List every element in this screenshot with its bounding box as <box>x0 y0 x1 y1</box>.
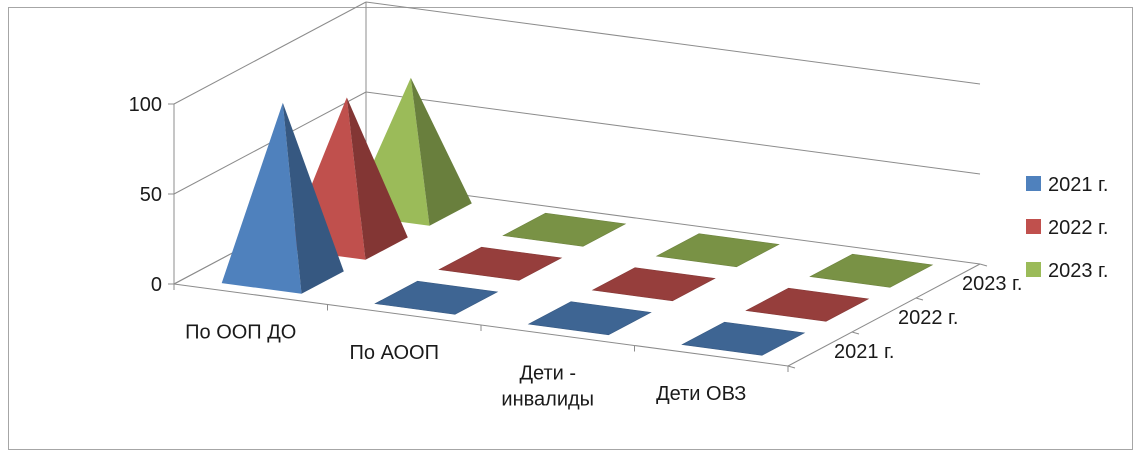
depth-axis-labels: 2021 г.2022 г.2023 г. <box>834 273 1022 363</box>
depth-tick-mark <box>787 365 796 369</box>
bar-2021 г.-Дети - инвалиды <box>527 301 652 336</box>
legend-swatch <box>1026 219 1041 234</box>
y-tick-label: 50 <box>140 184 162 206</box>
bar-2023 г.-Дети ОВЗ <box>809 253 934 288</box>
depth-tick-mark <box>851 331 860 335</box>
depth-tick-mark <box>979 263 988 267</box>
gridline-back <box>365 1 981 85</box>
bar-2023 г.-По АООП <box>502 212 627 247</box>
gridline-side <box>173 1 367 105</box>
bar-2021 г.-Дети ОВЗ <box>681 321 806 356</box>
category-labels: По ООП ДО По АООП Дети - инвалиды Дети ОВЗ <box>185 321 746 410</box>
y-tick-label: 100 <box>129 94 162 116</box>
depth-tick-mark <box>915 297 924 301</box>
category-label: инвалиды <box>501 388 594 410</box>
y-axis-ticks: 0 50 100 <box>129 94 174 296</box>
legend-label: 2021 г. <box>1048 174 1108 196</box>
legend-label: 2022 г. <box>1048 217 1108 239</box>
legend-swatch <box>1026 176 1041 191</box>
gridline-back <box>365 181 981 265</box>
depth-label: 2021 г. <box>834 341 894 363</box>
legend-swatch <box>1026 262 1041 277</box>
bar-2021 г.-По АООП <box>374 280 499 315</box>
depth-label: 2023 г. <box>962 273 1022 295</box>
depth-label: 2022 г. <box>898 307 958 329</box>
bar-2022 г.-Дети ОВЗ <box>745 287 870 322</box>
depth-axis-line <box>787 263 981 367</box>
legend: 2021 г. 2022 г. 2023 г. <box>1026 174 1108 282</box>
category-label: По АООП <box>350 342 439 364</box>
legend-label: 2023 г. <box>1048 260 1108 282</box>
bar-2022 г.-Дети - инвалиды <box>591 267 716 302</box>
category-label: По ООП ДО <box>185 321 296 343</box>
chart-bars <box>221 77 934 356</box>
bar-2023 г.-Дети - инвалиды <box>655 233 780 268</box>
y-tick-label: 0 <box>151 274 162 296</box>
category-label: Дети ОВЗ <box>656 383 746 405</box>
gridline-back <box>365 91 981 175</box>
bar-2021 г.-По ООП ДО <box>221 102 344 294</box>
bar-2022 г.-По АООП <box>438 246 563 281</box>
category-label: Дети - <box>519 362 576 384</box>
